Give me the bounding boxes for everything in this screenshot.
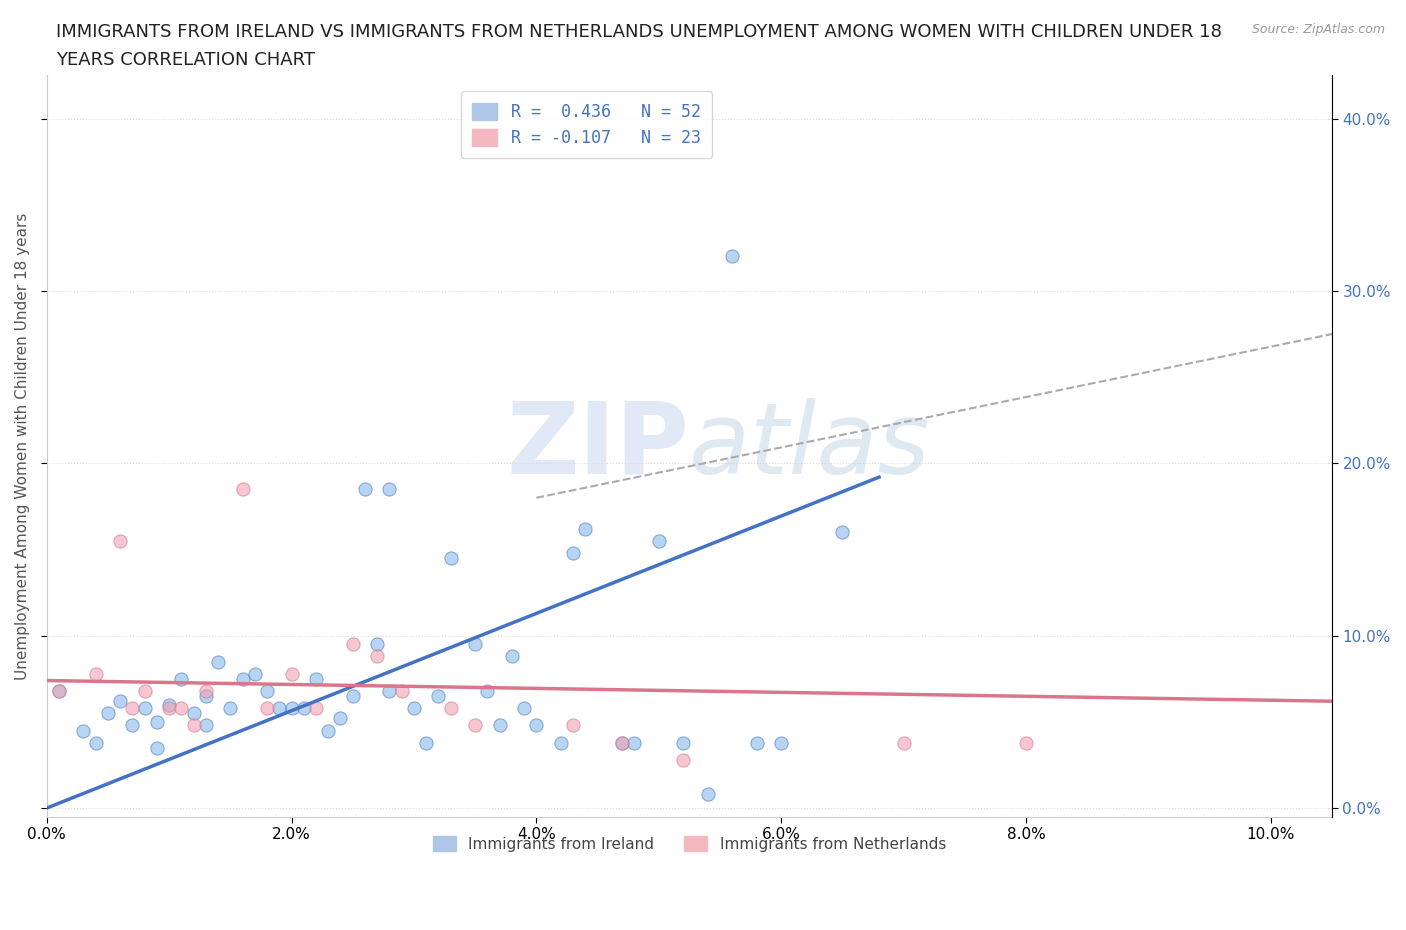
Point xyxy=(97,706,120,721)
Point xyxy=(391,684,413,698)
Point xyxy=(194,718,217,733)
Point xyxy=(402,700,425,715)
Point xyxy=(721,249,744,264)
Point xyxy=(342,688,364,703)
Point xyxy=(194,688,217,703)
Point xyxy=(366,649,388,664)
Point xyxy=(831,525,853,539)
Point xyxy=(562,546,585,561)
Point xyxy=(415,735,437,750)
Text: atlas: atlas xyxy=(689,398,931,495)
Point xyxy=(501,649,523,664)
Point xyxy=(329,711,352,726)
Point xyxy=(121,700,143,715)
Point xyxy=(574,522,596,537)
Point xyxy=(464,718,486,733)
Point xyxy=(232,482,254,497)
Point xyxy=(72,724,94,738)
Point xyxy=(108,534,131,549)
Point xyxy=(48,684,70,698)
Text: YEARS CORRELATION CHART: YEARS CORRELATION CHART xyxy=(56,51,315,69)
Point xyxy=(269,700,291,715)
Point xyxy=(256,700,278,715)
Point xyxy=(48,684,70,698)
Point xyxy=(219,700,242,715)
Point xyxy=(648,534,671,549)
Text: IMMIGRANTS FROM IRELAND VS IMMIGRANTS FROM NETHERLANDS UNEMPLOYMENT AMONG WOMEN : IMMIGRANTS FROM IRELAND VS IMMIGRANTS FR… xyxy=(56,23,1222,41)
Point xyxy=(440,551,463,565)
Point xyxy=(696,787,718,802)
Point xyxy=(672,735,695,750)
Point xyxy=(316,724,339,738)
Point xyxy=(550,735,572,750)
Point xyxy=(1015,735,1038,750)
Point xyxy=(170,700,193,715)
Point xyxy=(232,671,254,686)
Point xyxy=(170,671,193,686)
Point xyxy=(256,684,278,698)
Point xyxy=(610,735,633,750)
Text: Source: ZipAtlas.com: Source: ZipAtlas.com xyxy=(1251,23,1385,36)
Point xyxy=(366,637,388,652)
Point xyxy=(280,666,302,681)
Point xyxy=(623,735,645,750)
Point xyxy=(305,700,328,715)
Point xyxy=(183,706,205,721)
Point xyxy=(183,718,205,733)
Point xyxy=(354,482,377,497)
Legend: Immigrants from Ireland, Immigrants from Netherlands: Immigrants from Ireland, Immigrants from… xyxy=(423,827,955,861)
Point xyxy=(464,637,486,652)
Point xyxy=(134,684,156,698)
Point xyxy=(440,700,463,715)
Point xyxy=(562,718,585,733)
Point xyxy=(243,666,266,681)
Point xyxy=(524,718,547,733)
Point xyxy=(342,637,364,652)
Text: ZIP: ZIP xyxy=(506,398,689,495)
Point xyxy=(194,684,217,698)
Point xyxy=(770,735,793,750)
Point xyxy=(745,735,768,750)
Point xyxy=(305,671,328,686)
Point xyxy=(157,700,180,715)
Point xyxy=(207,654,229,669)
Point xyxy=(84,735,107,750)
Point xyxy=(146,714,169,729)
Point xyxy=(477,684,499,698)
Point xyxy=(292,700,315,715)
Point xyxy=(280,700,302,715)
Point xyxy=(108,694,131,709)
Point xyxy=(378,482,401,497)
Y-axis label: Unemployment Among Women with Children Under 18 years: Unemployment Among Women with Children U… xyxy=(15,212,30,680)
Point xyxy=(378,684,401,698)
Point xyxy=(513,700,536,715)
Point xyxy=(134,700,156,715)
Point xyxy=(488,718,510,733)
Point xyxy=(427,688,450,703)
Point xyxy=(146,740,169,755)
Point xyxy=(893,735,915,750)
Point xyxy=(157,698,180,712)
Point xyxy=(672,752,695,767)
Point xyxy=(610,735,633,750)
Point xyxy=(84,666,107,681)
Point xyxy=(121,718,143,733)
